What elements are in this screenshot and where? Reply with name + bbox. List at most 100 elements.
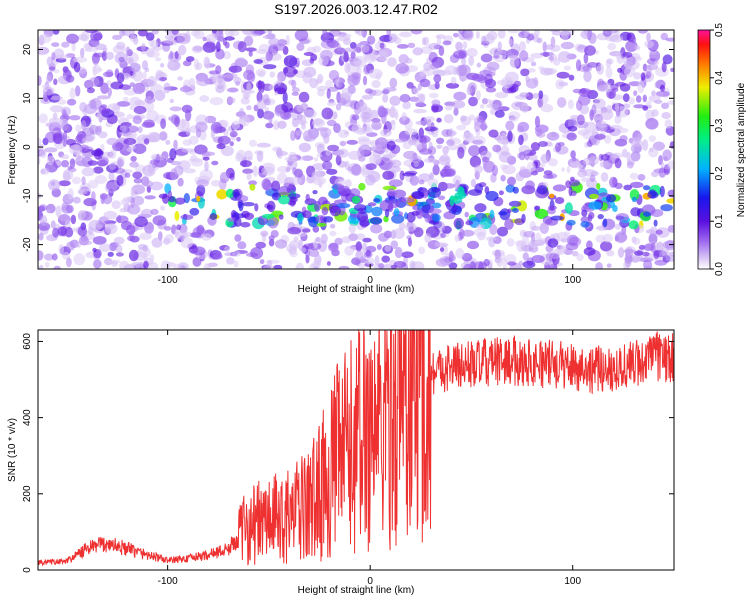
colorbar-tick-label: 0.4 [714,70,725,84]
spectrogram-cell [288,240,300,250]
spectrogram-cell [203,263,212,269]
spectrogram-cell [560,41,575,50]
spectrogram-cell [504,218,514,230]
spectrogram-cell [72,196,81,204]
spectrogram-cell [273,264,283,269]
spectrogram-cell [343,51,349,63]
spectrogram-cell [75,155,86,166]
spectrogram-cell [575,59,582,72]
spectrogram-cell [661,102,670,110]
spectrogram-cell [634,250,644,256]
spectrogram-cell [89,124,99,135]
spectrogram-cell [518,134,524,146]
spectrogram-cell [246,172,252,181]
spectrogram-cell [606,104,613,114]
spectrogram-cell [268,38,280,47]
spectrogram-cell [413,227,424,238]
spectrogram-cell [660,204,673,212]
spectrogram-cell [224,252,236,257]
spectrogram-cell [368,68,383,79]
spectrogram-cell [424,126,438,132]
spectrogram-cell [180,236,193,249]
spectrogram-cell [127,57,134,65]
spectrogram-cell [260,230,269,237]
spectrogram-cell [371,206,383,217]
snr-y-tick-label: 200 [22,485,33,502]
spectrogram-cell [275,239,288,249]
spectrogram-cell [487,98,492,104]
spectrogram-cell [274,91,279,96]
spectrogram-cell [211,160,219,166]
spectrogram-cell [411,191,425,200]
spectrogram-cell [619,135,628,142]
spectrogram-cell [418,179,425,185]
spectrogram-cell [48,179,61,191]
spectrogram-cell [124,172,131,178]
spectrogram-cell [127,235,136,242]
spectrogram-x-label: Height of straight line (km) [298,284,415,295]
spectrogram-cell [91,149,104,157]
spectrogram-cell [92,247,97,253]
spectrogram-x-ticks: -100 0 100 [158,30,582,286]
spectrogram-cell [159,131,168,141]
spectrogram-cell [160,260,171,269]
spectrogram-cell [291,91,299,96]
spectrogram-cell [326,261,331,266]
colorbar-gradient [697,29,711,270]
spectrogram-cell [388,108,399,118]
spectrogram-cell [437,195,446,201]
spectrogram-cell [129,161,139,168]
spectrogram-cell [338,265,350,269]
spectrogram-cell [538,90,544,99]
spectrogram-cell [667,100,674,105]
spectrogram-cell [311,170,322,182]
spectrogram-cell [323,133,330,144]
spectrogram-cell [505,184,516,193]
spectrogram-cell [388,165,401,173]
spectrogram-cell [193,30,205,40]
spectrogram-cell [424,213,433,223]
spectrogram-cell [326,168,338,175]
spectrogram-cell [288,182,296,194]
spectrogram-cell [631,257,645,262]
spectrogram-cell [650,209,664,218]
spectrogram-cell [373,198,381,203]
spectrogram-cell [249,139,257,147]
spectrogram-cell [661,247,670,257]
spectrogram-cell [651,90,656,97]
spectrogram-cell [86,87,95,94]
spectrogram-cell [606,58,614,65]
spectrogram-cell [84,135,94,141]
spectrogram-cell [174,50,179,60]
spectrogram-cell [432,164,440,176]
spectrogram-cell [636,133,643,140]
spectrogram-cell [359,44,370,53]
colorbar-tick-label: 0.1 [714,214,725,228]
spectrogram-cell [103,71,114,78]
spectrogram-cell [600,241,613,252]
spectrogram-cell [150,40,159,50]
spectrogram-cell [531,255,545,263]
spectrogram-cell [284,156,299,162]
spectrogram-cell [614,115,622,124]
spectrogram-cell [183,168,196,174]
spectrogram-cell [93,52,106,58]
spectrogram-cell [167,58,175,68]
spectrogram-cell [66,241,75,251]
spectrogram-cell [178,44,187,56]
spectrogram-cell [145,47,155,58]
spectrogram-cell [79,102,87,112]
spectrogram-cell [354,46,362,53]
spectrogram-cell [325,79,333,89]
spectrogram-cell [399,31,412,38]
spectrogram-cell [300,247,307,253]
spectrogram-cell [269,71,275,78]
spectrogram-cell [525,180,535,191]
spectrogram-y-tick-label: 0 [22,144,33,150]
spectrogram-cell [667,160,674,170]
spectrogram-cell [326,119,337,127]
spectrogram-cell [451,100,466,109]
spectrogram-cell [253,59,264,64]
spectrogram-cell [212,124,221,134]
spectrogram-cell [296,105,308,113]
